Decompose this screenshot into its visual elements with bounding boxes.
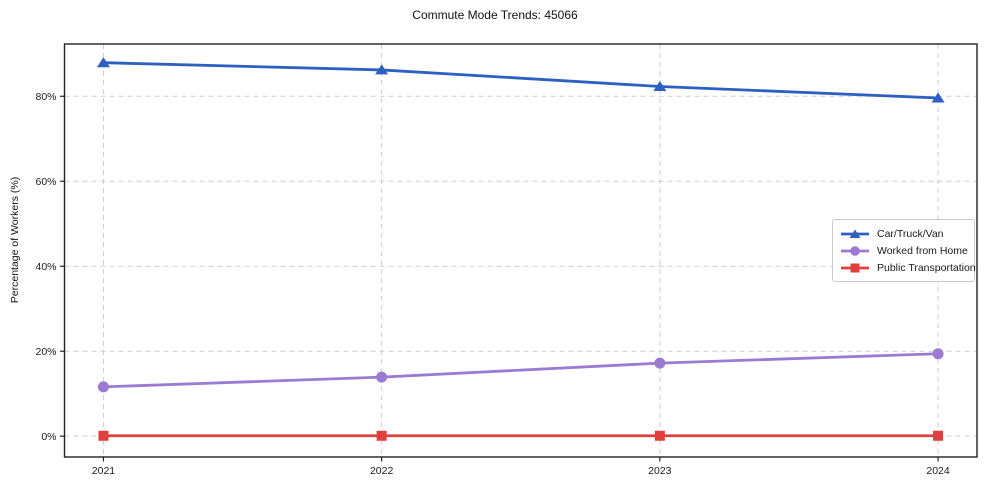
data-point-triangle [375,64,389,75]
data-point-square [933,430,944,441]
data-point-square [376,430,387,441]
legend-label: Public Transportation [877,261,976,274]
chart-title: Commute Mode Trends: 45066 [412,8,578,22]
data-point-circle [932,348,944,360]
legend-item-car-truck-van: Car/Truck/Van [840,225,970,242]
legend-item-public-transportation: Public Transportation [840,259,976,276]
legend-triangle-marker-icon [841,229,869,238]
series-line-worked-from-home [102,352,940,389]
y-tick-label: 20% [35,346,56,358]
data-point-circle [376,371,388,383]
y-tick-label: 80% [35,91,56,103]
data-point-triangle [96,57,110,68]
x-tick-label: 2024 [926,465,950,477]
data-point-circle [654,357,666,369]
x-tick-label: 2023 [648,465,672,477]
data-point-triangle [931,92,945,103]
plot-border [63,43,978,458]
data-point-triangle [653,80,667,91]
data-point-square [98,430,109,441]
data-point-square [654,430,665,441]
data-point-circle [97,381,109,393]
x-tick-label: 2022 [370,465,394,477]
y-tick-label: 60% [35,176,56,188]
y-tick-label: 0% [41,431,56,443]
series-line-car-truck-van [102,61,940,100]
legend-circle-marker-icon [841,245,869,256]
legend-item-worked-from-home: Worked from Home [840,242,970,259]
legend-label: Worked from Home [877,244,968,257]
legend: Car/Truck/Van Worked from Home Public Tran… [832,219,976,282]
y-tick-label: 40% [35,261,56,273]
legend-label: Car/Truck/Van [877,227,944,240]
x-tick-label: 2021 [92,465,116,477]
legend-square-marker-icon [841,263,869,272]
